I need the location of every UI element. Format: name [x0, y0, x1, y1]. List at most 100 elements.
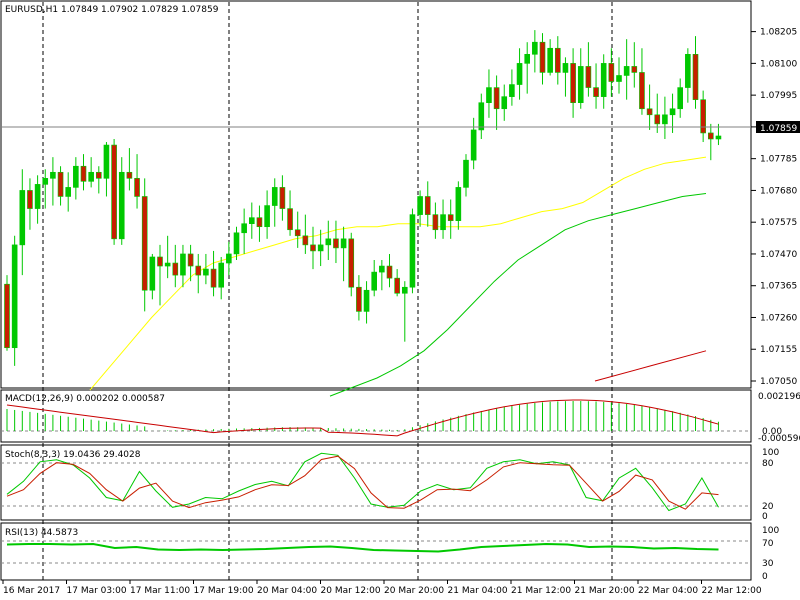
candle-body — [203, 268, 209, 276]
rsi-indicator — [1, 540, 751, 564]
candle-body — [486, 87, 492, 103]
candle-body — [210, 268, 217, 288]
current-price-label: 1.07859 — [760, 124, 797, 134]
candle-body — [287, 208, 293, 231]
time-tick-label: 21 Mar 20:00 — [575, 586, 635, 596]
rsi-tick-30: 30 — [762, 559, 774, 569]
candle-body — [11, 244, 18, 349]
price-tick-label: 1.07470 — [760, 250, 797, 260]
candle-body — [692, 53, 699, 100]
ma-fast-line — [89, 156, 707, 391]
candle-body — [325, 238, 332, 246]
rsi-tick-100: 100 — [762, 526, 779, 536]
candle-body — [478, 102, 485, 131]
macd-tick-top: 0.002196 — [758, 392, 800, 402]
candle-body — [707, 132, 714, 140]
ma-slow-line — [594, 350, 707, 382]
candle-body — [279, 187, 286, 209]
price-tick-label: 1.08205 — [760, 28, 797, 38]
candle-body — [440, 214, 446, 231]
stoch-tick-0: 0 — [762, 512, 768, 522]
candle-body — [623, 66, 630, 76]
stoch-d-line — [6, 455, 719, 510]
candle-body — [662, 114, 668, 125]
candle-body — [577, 66, 584, 104]
candle-body — [80, 165, 87, 182]
candle-body — [669, 108, 676, 116]
candle-body — [455, 187, 462, 221]
candle-body — [249, 217, 255, 224]
candle-body — [271, 187, 278, 206]
candle-body — [585, 66, 592, 88]
candle-body — [371, 271, 378, 291]
stoch-info: Stoch(8,3,3) 19.0436 29.4028 — [5, 450, 141, 460]
candle-body — [646, 108, 653, 116]
price-tick-label: 1.07365 — [760, 282, 797, 292]
candle-body — [57, 171, 64, 197]
candle-body — [677, 87, 684, 110]
candle-body — [149, 256, 156, 291]
rsi-info: RSI(13) 44.5873 — [5, 528, 78, 538]
stochastic-indicator — [1, 452, 751, 512]
stoch-k-line — [6, 452, 719, 512]
candle-body — [715, 135, 722, 140]
candle-body — [96, 171, 102, 179]
candle-body — [493, 87, 500, 110]
candle-body — [88, 171, 94, 182]
candle-body — [386, 265, 393, 279]
candle-body — [547, 47, 553, 73]
price-axis: 1.082051.081001.079951.078901.077851.076… — [751, 28, 797, 387]
price-panel — [0, 0, 752, 389]
candle-body — [264, 205, 270, 228]
candle-body — [409, 214, 416, 288]
candle-body — [19, 190, 26, 246]
candle-body — [126, 171, 133, 179]
time-tick-label: 21 Mar 04:00 — [448, 586, 508, 596]
candle-body — [700, 99, 706, 134]
macd-panel — [0, 389, 752, 443]
time-tick-label: 21 Mar 12:00 — [511, 586, 571, 596]
candle-body — [509, 84, 515, 97]
stoch-tick-20: 20 — [762, 502, 774, 512]
candle-body — [34, 184, 41, 209]
candle-body — [608, 63, 615, 82]
candle-body — [180, 253, 186, 276]
candle-body — [256, 217, 263, 228]
candle-body — [294, 229, 301, 237]
candle-body — [27, 190, 33, 209]
ma-mid-line — [329, 193, 707, 397]
candle-body — [501, 96, 508, 110]
time-axis: 16 Mar 2017 17 Mar 03:00 17 Mar 11:00 17 Ma… — [2, 580, 762, 596]
price-tick-label: 1.07050 — [760, 377, 797, 387]
macd-tick-bottom: -0.000596 — [758, 434, 800, 444]
candle-body — [4, 283, 10, 349]
candle-body — [616, 75, 622, 82]
main-info: EURUSD,H1 1.07849 1.07902 1.07829 1.0785… — [5, 5, 219, 15]
candle-body — [356, 286, 362, 312]
time-tick-label: 17 Mar 19:00 — [194, 586, 254, 596]
candle-body — [333, 238, 339, 249]
candle-body — [432, 214, 439, 231]
candle-body — [685, 53, 691, 88]
candle-body — [65, 187, 71, 197]
stoch-panel — [0, 444, 752, 521]
candle-body — [195, 265, 202, 276]
candle-body — [103, 144, 110, 179]
candle-body — [470, 129, 477, 161]
time-tick-label: 20 Mar 12:00 — [321, 586, 381, 596]
price-tick-label: 1.07575 — [760, 218, 797, 228]
candles — [4, 30, 722, 366]
candle-body — [226, 253, 232, 264]
candle-body — [233, 232, 240, 255]
candle-body — [363, 289, 370, 312]
candle-body — [654, 114, 661, 125]
candle-body — [524, 53, 531, 64]
candle-body — [302, 235, 309, 246]
candle-body — [539, 41, 546, 73]
current-price-box — [756, 121, 800, 133]
candle-body — [639, 72, 645, 110]
moving-averages — [89, 156, 707, 397]
candle-body — [164, 262, 171, 267]
time-tick-label: 16 Mar 2017 — [3, 586, 60, 596]
candle-body — [187, 253, 194, 267]
